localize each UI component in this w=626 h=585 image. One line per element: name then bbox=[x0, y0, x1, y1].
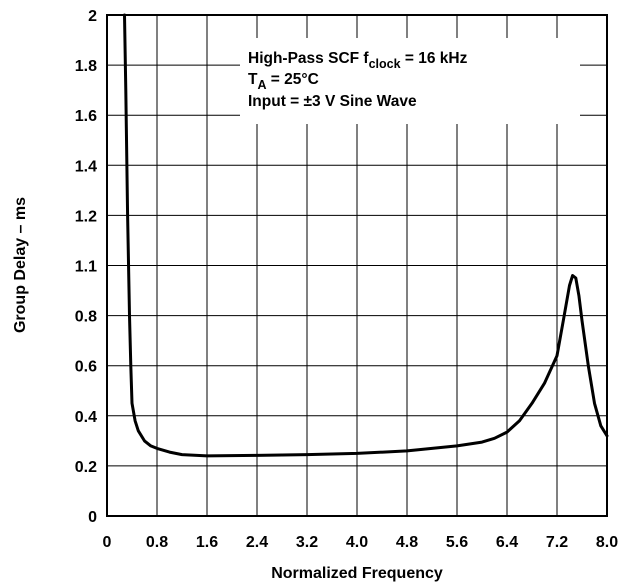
annotation-line-1-main: High-Pass SCF f bbox=[248, 50, 369, 67]
x-tick-label: 4.8 bbox=[396, 534, 418, 551]
y-tick-labels: 0 0.2 0.4 0.6 0.8 1.1 1.2 1.4 1.6 1.8 2 bbox=[75, 8, 97, 526]
annotation-line-2-tail: = 25°C bbox=[267, 71, 319, 88]
y-tick-label: 2 bbox=[88, 8, 97, 25]
x-tick-label: 0 bbox=[103, 534, 112, 551]
y-tick-label: 0 bbox=[88, 509, 97, 526]
annotation-line-1: High-Pass SCF fclock = 16 kHz bbox=[248, 50, 468, 71]
y-axis-title: Group Delay – ms bbox=[12, 197, 29, 333]
x-tick-label: 7.2 bbox=[546, 534, 568, 551]
x-tick-label: 5.6 bbox=[446, 534, 468, 551]
y-tick-label: 1.8 bbox=[75, 58, 97, 75]
y-tick-label: 0.6 bbox=[75, 359, 97, 376]
group-delay-curve bbox=[123, 13, 609, 458]
x-tick-label: 8.0 bbox=[596, 534, 618, 551]
x-tick-labels: 0 0.8 1.6 2.4 3.2 4.0 4.8 5.6 6.4 7.2 8.0 bbox=[103, 534, 619, 551]
annotation-line-2-sub: A bbox=[257, 78, 266, 92]
x-tick-label: 2.4 bbox=[246, 534, 268, 551]
y-tick-label: 1.1 bbox=[75, 259, 97, 276]
y-tick-label: 0.4 bbox=[75, 409, 97, 426]
y-tick-label: 0.2 bbox=[75, 459, 97, 476]
plot-frame bbox=[106, 14, 608, 517]
x-tick-label: 1.6 bbox=[196, 534, 218, 551]
y-tick-label: 0.8 bbox=[75, 309, 97, 326]
y-tick-label: 1.2 bbox=[75, 208, 97, 225]
annotation-line-1-sub: clock bbox=[369, 57, 401, 71]
x-tick-label: 6.4 bbox=[496, 534, 518, 551]
x-tick-label: 3.2 bbox=[296, 534, 318, 551]
x-axis-title: Normalized Frequency bbox=[271, 565, 443, 582]
annotation-line-2: TA = 25°C bbox=[248, 71, 319, 92]
annotation-line-3: Input = ±3 V Sine Wave bbox=[248, 93, 417, 110]
annotation-box bbox=[240, 38, 580, 124]
annotation-line-1-tail: = 16 kHz bbox=[401, 50, 468, 67]
annotation-line-2-main: T bbox=[248, 71, 258, 88]
x-tick-label: 0.8 bbox=[146, 534, 168, 551]
curve-layer bbox=[123, 13, 609, 458]
x-tick-label: 4.0 bbox=[346, 534, 368, 551]
y-tick-label: 1.4 bbox=[75, 158, 97, 175]
y-tick-label: 1.6 bbox=[75, 108, 97, 125]
